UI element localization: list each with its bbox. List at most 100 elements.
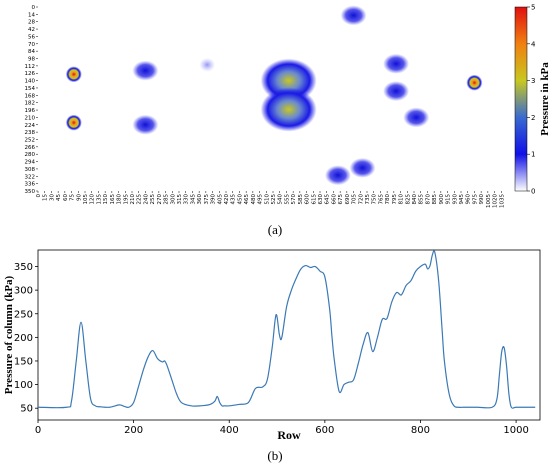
heatmap-blob bbox=[383, 81, 410, 102]
line-x-tick-label: 800 bbox=[411, 425, 430, 436]
heatmap-x-tick-label: 525 bbox=[271, 194, 277, 205]
heatmap-x-tick-label: 270 bbox=[157, 194, 163, 205]
heatmap-x-tick-label: 60 bbox=[63, 194, 69, 201]
heatmap-blob bbox=[466, 74, 483, 91]
heatmap-y-tick-label: 210 bbox=[25, 115, 36, 121]
heatmap-y-tick-label: 28 bbox=[28, 20, 35, 26]
heatmap-x-tick-label: 150 bbox=[103, 194, 109, 205]
heatmap-y-tick-label: 56 bbox=[28, 34, 35, 40]
heatmap-x-tick-label: 765 bbox=[378, 194, 384, 205]
heatmap-x-tick-label: 585 bbox=[298, 194, 304, 205]
colorbar-ticks: 0 1 2 3 4 5 bbox=[527, 4, 536, 196]
heatmap-y-tick-label: 280 bbox=[25, 152, 36, 158]
heatmap-blob bbox=[65, 66, 82, 83]
heatmap-x-tick-label: 120 bbox=[90, 194, 96, 205]
heatmap-x-tick-label: 645 bbox=[325, 194, 331, 205]
heatmap-x-tick-label: 795 bbox=[392, 194, 398, 205]
line-y-tick-label: 50 bbox=[20, 404, 33, 415]
heatmap-y-tick-label: 196 bbox=[25, 108, 36, 114]
panel-b-label: (b) bbox=[267, 448, 283, 463]
heatmap-x-tick-label: 555 bbox=[284, 194, 290, 205]
heatmap-y-tick-label: 154 bbox=[25, 86, 36, 92]
heatmap-y-tick-label: 308 bbox=[25, 167, 36, 173]
line-plot-frame bbox=[37, 249, 541, 421]
heatmap-x-tick-label: 945 bbox=[459, 194, 465, 205]
heatmap-x-tick-label: 45 bbox=[56, 194, 62, 201]
heatmap-x-tick-label: 135 bbox=[96, 194, 102, 205]
line-y-ticks: 50 100 150 200 250 300 350 bbox=[14, 262, 38, 415]
heatmap-x-tick-label: 840 bbox=[412, 194, 418, 205]
line-y-tick-label: 300 bbox=[14, 286, 33, 297]
heatmap-blob bbox=[199, 57, 216, 72]
heatmap-x-tick-label: 930 bbox=[452, 194, 458, 205]
heatmap-y-tick-label: 70 bbox=[28, 42, 35, 48]
heatmap-x-tick-label: 885 bbox=[432, 194, 438, 205]
heatmap-x-tick-label: 30 bbox=[49, 194, 55, 201]
heatmap-y-tick-label: 350 bbox=[25, 189, 36, 195]
heatmap-panel: 0 15 30 45 60 75 90 105 120 135 150 165 180 195 210 225… bbox=[25, 5, 508, 208]
heatmap-x-tick-label: 405 bbox=[217, 194, 223, 205]
line-y-tick-label: 200 bbox=[14, 333, 33, 344]
heatmap-x-tick-label: 315 bbox=[177, 194, 183, 205]
heatmap-y-tick-label: 294 bbox=[25, 160, 36, 166]
heatmap-x-tick-label: 615 bbox=[311, 194, 317, 205]
heatmap-x-tick-label: 105 bbox=[83, 194, 89, 205]
colorbar-gradient bbox=[514, 6, 528, 192]
heatmap-x-tick-label: 225 bbox=[137, 194, 143, 205]
heatmap-x-tick-label: 870 bbox=[425, 194, 431, 205]
heatmap-blobs bbox=[65, 5, 483, 186]
heatmap-blob bbox=[65, 114, 82, 131]
heatmap-x-tick-label: 240 bbox=[143, 194, 149, 205]
heatmap-y-tick-label: 112 bbox=[25, 64, 36, 70]
heatmap-x-tick-label: 15 bbox=[43, 194, 49, 201]
colorbar-tick-label: 0 bbox=[531, 188, 535, 196]
line-y-tick-label: 350 bbox=[14, 262, 33, 273]
line-x-tick-label: 1000 bbox=[503, 425, 528, 436]
heatmap-blob bbox=[403, 107, 430, 128]
colorbar-tick-label: 5 bbox=[531, 4, 535, 12]
heatmap-y-tick-label: 252 bbox=[25, 137, 36, 143]
panel-a-label: (a) bbox=[267, 222, 283, 237]
heatmap-x-tick-label: 345 bbox=[190, 194, 196, 205]
heatmap-y-tick-label: 168 bbox=[25, 93, 36, 99]
heatmap-x-tick-label: 900 bbox=[439, 194, 445, 205]
colorbar-tick-label: 3 bbox=[531, 77, 535, 85]
heatmap-x-tick-label: 510 bbox=[264, 194, 270, 205]
heatmap-x-tick-label: 195 bbox=[123, 194, 129, 205]
heatmap-y-tick-label: 0 bbox=[32, 5, 36, 11]
heatmap-blob bbox=[132, 114, 159, 135]
heatmap-x-tick-label: 330 bbox=[184, 194, 190, 205]
heatmap-y-tick-label: 126 bbox=[25, 71, 36, 77]
heatmap-x-tick-label: 675 bbox=[338, 194, 344, 205]
heatmap-x-tick-label: 1020 bbox=[493, 194, 499, 208]
line-x-axis-label: Row bbox=[277, 428, 301, 442]
colorbar-tick-label: 2 bbox=[531, 114, 535, 122]
heatmap-x-tick-label: 780 bbox=[385, 194, 391, 205]
heatmap-x-tick-label: 570 bbox=[291, 194, 297, 205]
heatmap-y-tick-label: 98 bbox=[28, 57, 35, 63]
heatmap-x-tick-label: 450 bbox=[237, 194, 243, 205]
line-x-ticks: 0 200 400 600 800 1000 bbox=[35, 420, 529, 436]
heatmap-blob bbox=[349, 157, 376, 178]
heatmap-y-tick-label: 84 bbox=[28, 49, 35, 55]
heatmap-x-tick-label: 255 bbox=[150, 194, 156, 205]
colorbar-tick-label: 1 bbox=[531, 151, 535, 159]
heatmap-y-tick-label: 140 bbox=[25, 79, 36, 85]
heatmap-x-tick-label: 720 bbox=[358, 194, 364, 205]
heatmap-x-tick-label: 975 bbox=[472, 194, 478, 205]
line-y-tick-label: 150 bbox=[14, 356, 33, 367]
heatmap-x-tick-label: 0 bbox=[36, 194, 42, 198]
heatmap-x-tick-label: 360 bbox=[197, 194, 203, 205]
heatmap-y-tick-label: 322 bbox=[25, 174, 36, 180]
line-y-axis-label: Pressure of column (kPa) bbox=[3, 275, 15, 394]
heatmap-x-tick-label: 300 bbox=[170, 194, 176, 205]
heatmap-x-tick-label: 1035 bbox=[499, 194, 505, 208]
heatmap-x-tick-label: 960 bbox=[466, 194, 472, 205]
line-chart-panel: 0 200 400 600 800 1000 50 100 150 200 250 300 350 R… bbox=[3, 249, 541, 442]
heatmap-x-tick-label: 480 bbox=[251, 194, 257, 205]
heatmap-blob bbox=[132, 60, 159, 81]
heatmap-blob bbox=[383, 53, 410, 74]
heatmap-x-tick-label: 990 bbox=[479, 194, 485, 205]
line-x-tick-label: 600 bbox=[315, 425, 334, 436]
